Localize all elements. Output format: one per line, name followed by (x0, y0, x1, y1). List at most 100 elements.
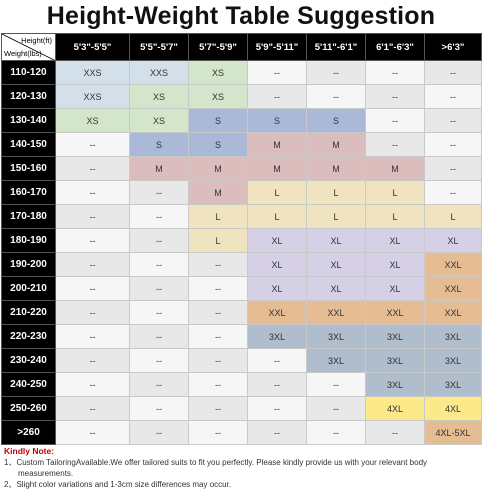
table-row: 200-210 -- -- -- XL XL XL XXL (1, 276, 482, 301)
size-cell: -- (55, 180, 130, 205)
size-cell: -- (129, 348, 189, 373)
size-cell: XXL (247, 300, 307, 325)
size-cell: XXS (55, 84, 130, 109)
size-cell: -- (247, 372, 307, 397)
size-cell: -- (424, 180, 482, 205)
column-header: 5'7"-5'9" (188, 33, 248, 61)
size-cell: XS (129, 84, 189, 109)
size-cell: 3XL (424, 372, 482, 397)
size-cell: XL (424, 228, 482, 253)
size-cell: XXL (365, 300, 425, 325)
weight-row-header: 130-140 (1, 108, 56, 133)
table-row: 210-220 -- -- -- XXL XXL XXL XXL (1, 300, 482, 325)
weight-row-header: 200-210 (1, 276, 56, 301)
page-title: Height-Weight Table Suggestion (46, 2, 436, 30)
size-cell: XL (306, 228, 366, 253)
size-cell: XL (247, 252, 307, 277)
note-line: 1、Custom TailoringAvailable.We offer tai… (4, 458, 428, 478)
size-cell: 3XL (247, 324, 307, 349)
weight-row-header: 150-160 (1, 156, 56, 181)
weight-axis-label: Weight(lbs) (4, 49, 42, 58)
size-cell: 3XL (424, 348, 482, 373)
size-cell: 4XL-5XL (424, 420, 482, 445)
column-header: 5'3"-5'5" (55, 33, 130, 61)
size-cell: -- (365, 84, 425, 109)
size-cell: XL (247, 276, 307, 301)
size-cell: -- (188, 348, 248, 373)
size-cell: XXS (129, 60, 189, 85)
size-cell: -- (365, 420, 425, 445)
size-cell: -- (55, 204, 130, 229)
note-line: 2、Slight color variations and 1-3cm size… (4, 480, 232, 489)
size-cell: L (306, 204, 366, 229)
size-cell: -- (55, 300, 130, 325)
table-row: 250-260 -- -- -- -- -- 4XL 4XL (1, 396, 482, 421)
size-cell: -- (306, 60, 366, 85)
weight-row-header: 160-170 (1, 180, 56, 205)
table-row: >260 -- -- -- -- -- -- 4XL-5XL (1, 420, 482, 445)
size-cell: -- (247, 396, 307, 421)
column-header: 5'5"-5'7" (129, 33, 189, 61)
height-axis-label: Height(ft) (21, 36, 52, 45)
size-cell: -- (129, 420, 189, 445)
column-header: 6'1"-6'3" (365, 33, 425, 61)
weight-row-header: >260 (1, 420, 56, 445)
weight-row-header: 240-250 (1, 372, 56, 397)
size-cell: M (129, 156, 189, 181)
kindly-note: Kindly Note: 1、Custom TailoringAvailable… (4, 446, 480, 490)
size-cell: -- (188, 420, 248, 445)
table-row: 220-230 -- -- -- 3XL 3XL 3XL 3XL (1, 324, 482, 349)
size-cell: XL (247, 228, 307, 253)
size-cell: XL (365, 276, 425, 301)
size-cell: -- (129, 276, 189, 301)
size-cell: -- (306, 84, 366, 109)
size-chart-table: Height(ft) Weight(lbs) 5'3"-5'5" 5'5"-5'… (1, 33, 482, 445)
size-cell: 3XL (365, 324, 425, 349)
size-cell: -- (247, 60, 307, 85)
size-cell: -- (129, 324, 189, 349)
size-cell: -- (55, 372, 130, 397)
size-cell: 4XL (424, 396, 482, 421)
size-cell: XL (365, 252, 425, 277)
size-cell: L (424, 204, 482, 229)
size-cell: -- (55, 324, 130, 349)
size-cell: L (188, 228, 248, 253)
size-cell: -- (306, 420, 366, 445)
size-cell: -- (188, 276, 248, 301)
corner-cell: Height(ft) Weight(lbs) (1, 33, 56, 61)
size-cell: XS (129, 108, 189, 133)
table-row: 180-190 -- -- L XL XL XL XL (1, 228, 482, 253)
weight-row-header: 220-230 (1, 324, 56, 349)
size-cell: M (365, 156, 425, 181)
column-header: 5'9"-5'11" (247, 33, 307, 61)
size-cell: 3XL (365, 372, 425, 397)
weight-row-header: 120-130 (1, 84, 56, 109)
size-cell: XXL (424, 276, 482, 301)
size-cell: -- (55, 228, 130, 253)
size-cell: S (129, 132, 189, 157)
size-cell: -- (55, 396, 130, 421)
size-cell: S (247, 108, 307, 133)
size-cell: XL (306, 276, 366, 301)
size-cell: -- (55, 348, 130, 373)
size-cell: S (306, 108, 366, 133)
size-cell: L (247, 204, 307, 229)
size-cell: -- (247, 420, 307, 445)
table-row: 160-170 -- -- M L L L -- (1, 180, 482, 205)
size-cell: -- (129, 300, 189, 325)
size-cell: M (188, 156, 248, 181)
weight-row-header: 140-150 (1, 132, 56, 157)
size-cell: -- (55, 420, 130, 445)
size-cell: -- (365, 60, 425, 85)
size-cell: -- (424, 84, 482, 109)
size-cell: -- (424, 108, 482, 133)
size-cell: -- (424, 60, 482, 85)
size-cell: -- (129, 204, 189, 229)
note-title: Kindly Note: (4, 446, 55, 456)
size-cell: L (306, 180, 366, 205)
size-cell: XXS (55, 60, 130, 85)
column-header: 5'11"-6'1" (306, 33, 366, 61)
size-cell: -- (424, 132, 482, 157)
size-cell: S (188, 108, 248, 133)
column-header: >6'3" (424, 33, 482, 61)
